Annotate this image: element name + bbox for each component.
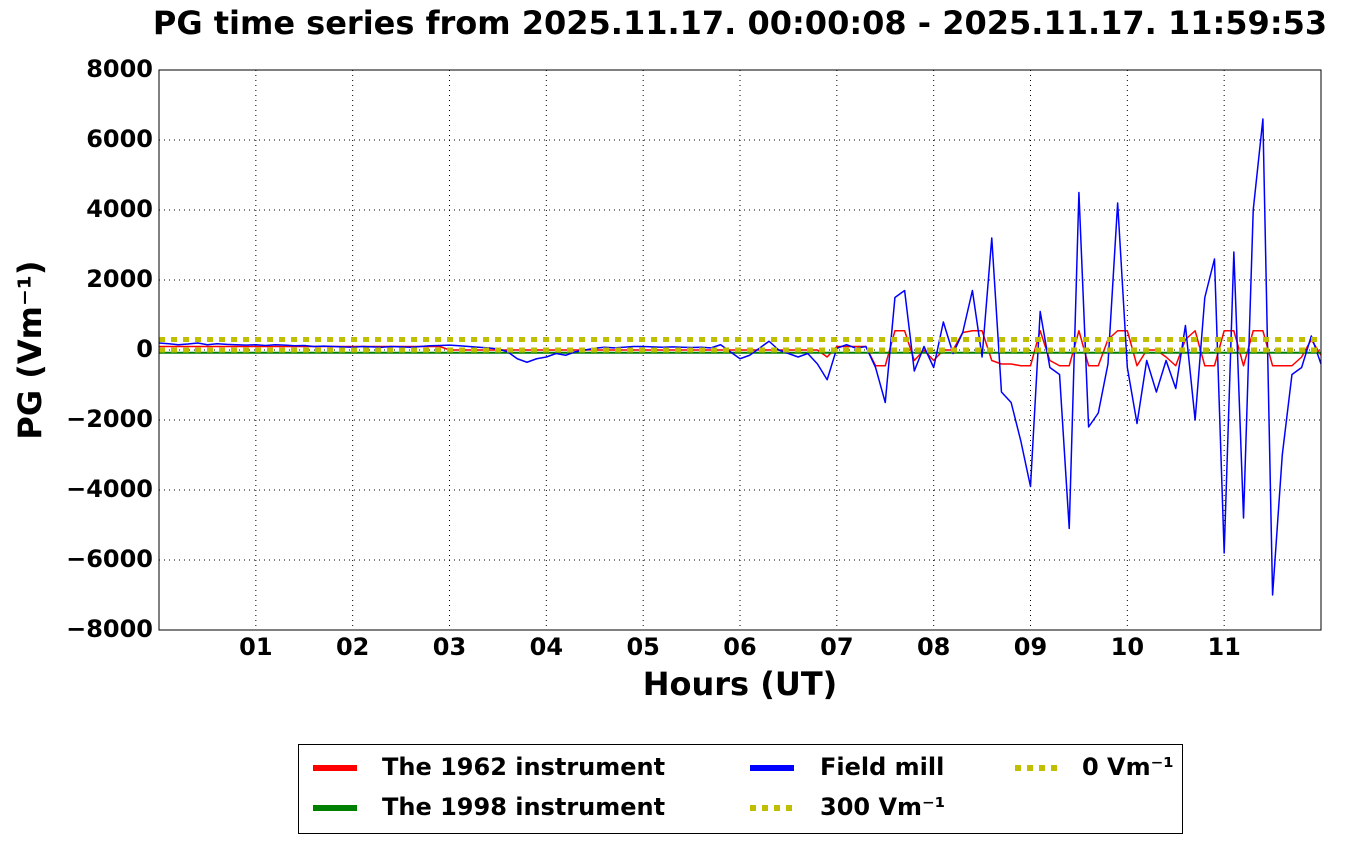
y-axis-label: PG (Vm⁻¹) [11, 260, 49, 439]
x-tick-label: 04 [530, 633, 563, 661]
x-tick-label: 05 [626, 633, 659, 661]
y-tick-label: −4000 [66, 475, 153, 503]
x-tick-label: 03 [433, 633, 466, 661]
x-tick-label: 11 [1207, 633, 1240, 661]
legend-label: The 1998 instrument [382, 793, 665, 821]
series-line [158, 118, 1322, 596]
legend-label: 300 Vm⁻¹ [820, 793, 945, 821]
legend-box [298, 744, 1183, 834]
x-tick-label: 06 [723, 633, 756, 661]
x-tick-label: 10 [1111, 633, 1144, 661]
legend-label: 0 Vm⁻¹ [1082, 753, 1174, 781]
chart-title: PG time series from 2025.11.17. 00:00:08… [153, 4, 1327, 42]
x-tick-label: 09 [1014, 633, 1047, 661]
x-tick-label: 07 [820, 633, 853, 661]
y-tick-label: 6000 [86, 125, 153, 153]
legend-label: The 1962 instrument [382, 753, 665, 781]
plot-frame [158, 69, 1322, 631]
y-tick-label: 8000 [86, 55, 153, 83]
y-tick-label: −2000 [66, 405, 153, 433]
y-tick-label: −8000 [66, 615, 153, 643]
y-tick-label: 0 [136, 335, 153, 363]
y-tick-label: −6000 [66, 545, 153, 573]
x-tick-label: 08 [917, 633, 950, 661]
x-axis-label: Hours (UT) [643, 665, 838, 703]
x-tick-label: 01 [239, 633, 272, 661]
y-tick-label: 2000 [86, 265, 153, 293]
y-tick-label: 4000 [86, 195, 153, 223]
legend-label: Field mill [820, 753, 944, 781]
x-tick-label: 02 [336, 633, 369, 661]
